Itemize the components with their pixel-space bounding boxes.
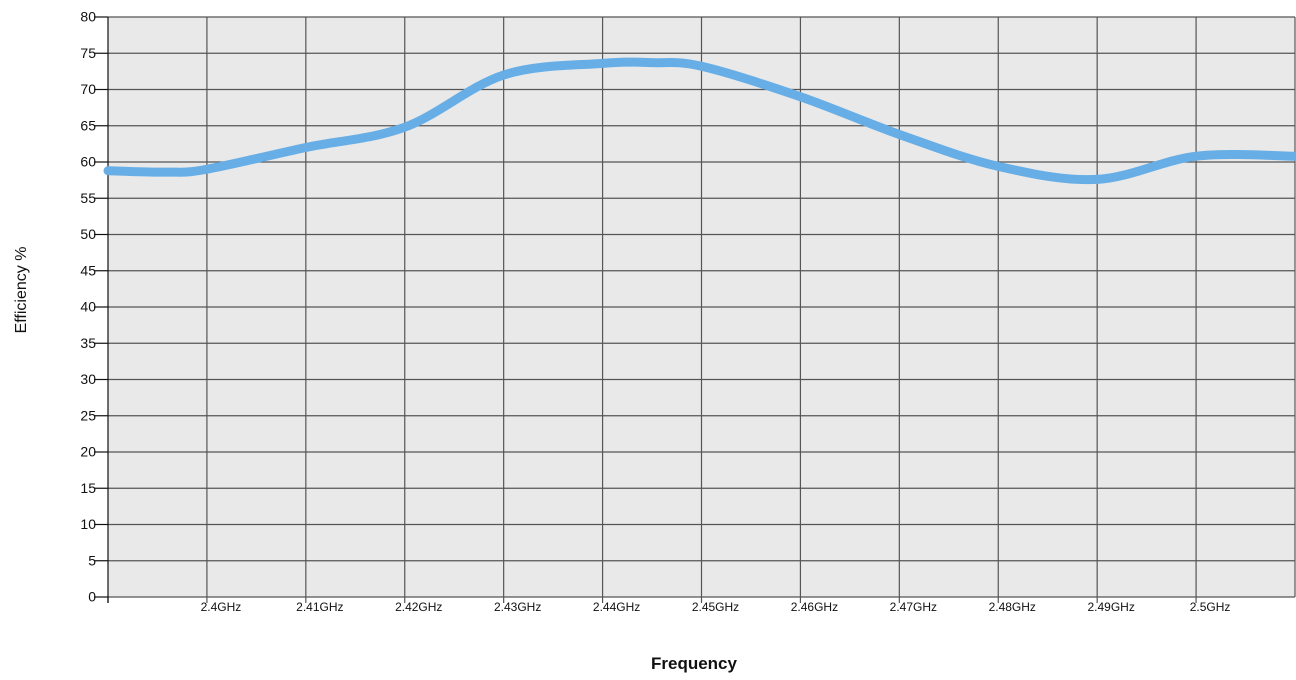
x-tick-label: 2.48GHz xyxy=(989,600,1036,614)
y-tick-label: 15 xyxy=(80,480,96,496)
x-tick-label: 2.5GHz xyxy=(1190,600,1231,614)
grid-lines xyxy=(108,16,1296,603)
y-tick-label: 25 xyxy=(80,407,96,423)
efficiency-data-point xyxy=(1096,178,1098,180)
y-tick-label: 60 xyxy=(80,154,96,170)
efficiency-data-point xyxy=(799,96,801,98)
y-tick-label: 40 xyxy=(80,299,96,315)
y-tick-label: 80 xyxy=(80,9,96,25)
y-tick-label: 0 xyxy=(88,589,96,605)
efficiency-data-point xyxy=(997,165,999,167)
efficiency-data-point xyxy=(651,62,653,64)
efficiency-data-point xyxy=(166,171,168,173)
x-tick-label: 2.44GHz xyxy=(593,600,640,614)
efficiency-data-point xyxy=(404,126,406,128)
y-tick-label: 10 xyxy=(80,516,96,532)
x-tick-label: 2.49GHz xyxy=(1087,600,1134,614)
x-tick-label: 2.41GHz xyxy=(296,600,343,614)
y-tick-label: 75 xyxy=(80,45,96,61)
x-tick-label: 2.43GHz xyxy=(494,600,541,614)
x-tick-label: 2.47GHz xyxy=(890,600,937,614)
y-tick-label: 50 xyxy=(80,226,96,242)
x-axis-title: Frequency xyxy=(651,654,738,673)
efficiency-data-point xyxy=(701,65,702,67)
efficiency-data-point xyxy=(602,62,604,64)
efficiency-data-point xyxy=(305,147,307,148)
y-axis-title: Efficiency % xyxy=(13,247,30,334)
y-tick-label: 55 xyxy=(80,190,96,206)
x-tick-label: 2.4GHz xyxy=(201,600,242,614)
y-tick-label: 35 xyxy=(80,335,96,351)
efficiency-data-point xyxy=(1294,155,1296,157)
y-tick-label: 65 xyxy=(80,117,96,133)
y-tick-label: 20 xyxy=(80,444,96,460)
efficiency-data-point xyxy=(1195,155,1197,157)
x-tick-label: 2.46GHz xyxy=(791,600,838,614)
y-tick-label: 45 xyxy=(80,262,96,278)
efficiency-data-point xyxy=(898,133,900,135)
x-axis-ticks: 2.4GHz 2.41GHz 2.42GHz 2.43GHz 2.44GHz 2.45GH… xyxy=(107,597,1231,614)
y-tick-label: 5 xyxy=(88,552,96,568)
y-tick-label: 70 xyxy=(80,81,96,97)
efficiency-data-point xyxy=(503,74,505,76)
y-axis-ticks: 0 5 10 15 20 25 30 35 40 45 50 55 60 65 70 75 80 xyxy=(80,9,108,605)
efficiency-data-point xyxy=(107,170,109,172)
x-tick-label: 2.45GHz xyxy=(692,600,739,614)
y-tick-label: 30 xyxy=(80,371,96,387)
efficiency-series-line xyxy=(103,57,1296,185)
efficiency-data-point xyxy=(206,168,208,170)
x-tick-label: 2.42GHz xyxy=(395,600,442,614)
series-layer xyxy=(103,57,1296,185)
